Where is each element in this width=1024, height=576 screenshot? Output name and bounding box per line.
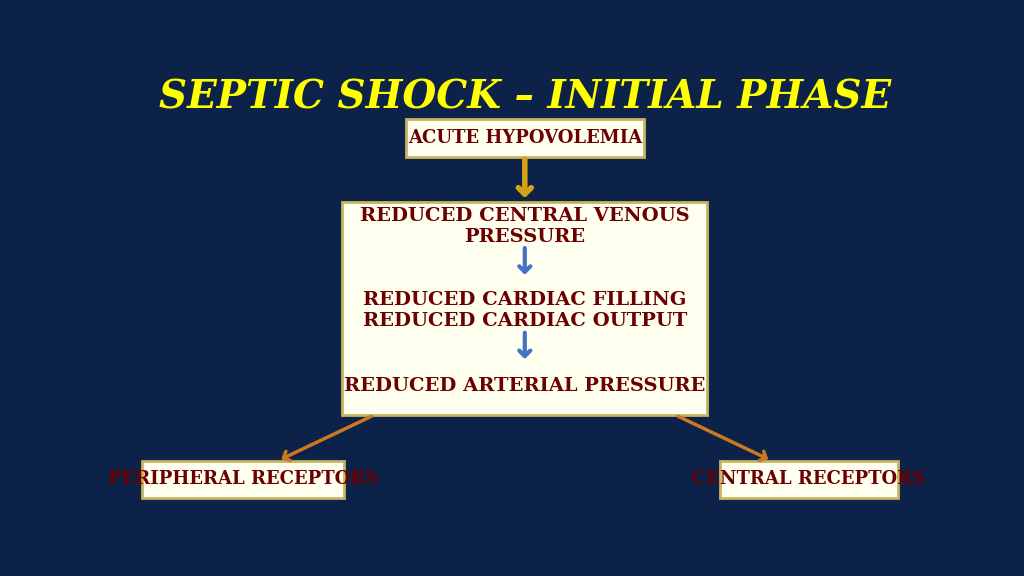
- FancyBboxPatch shape: [720, 461, 898, 498]
- Text: REDUCED CENTRAL VENOUS
PRESSURE: REDUCED CENTRAL VENOUS PRESSURE: [360, 207, 689, 246]
- FancyBboxPatch shape: [142, 461, 344, 498]
- FancyBboxPatch shape: [406, 119, 644, 157]
- Text: REDUCED ARTERIAL PRESSURE: REDUCED ARTERIAL PRESSURE: [344, 377, 706, 395]
- FancyBboxPatch shape: [342, 202, 708, 415]
- Text: CENTRAL RECEPTORS: CENTRAL RECEPTORS: [692, 471, 926, 488]
- Text: SEPTIC SHOCK – INITIAL PHASE: SEPTIC SHOCK – INITIAL PHASE: [159, 79, 891, 117]
- Text: REDUCED CARDIAC FILLING
REDUCED CARDIAC OUTPUT: REDUCED CARDIAC FILLING REDUCED CARDIAC …: [362, 291, 687, 330]
- Text: ACUTE HYPOVOLEMIA: ACUTE HYPOVOLEMIA: [408, 129, 642, 147]
- Text: PERIPHERAL RECEPTORS: PERIPHERAL RECEPTORS: [108, 471, 378, 488]
